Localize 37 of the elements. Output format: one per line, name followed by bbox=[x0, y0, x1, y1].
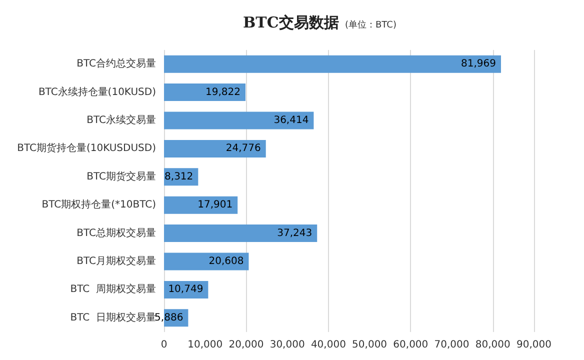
data-label: 81,969 bbox=[460, 58, 496, 70]
bar bbox=[164, 224, 318, 242]
data-label: 24,776 bbox=[226, 143, 261, 154]
data-label: 37,243 bbox=[277, 228, 312, 239]
bar bbox=[164, 112, 314, 130]
data-label: 19,822 bbox=[205, 86, 240, 98]
x-tick-label: 10,000 bbox=[188, 340, 223, 350]
bar bbox=[164, 84, 246, 102]
x-tick-label: 50,000 bbox=[352, 340, 388, 350]
x-tick-label: 30,000 bbox=[270, 340, 305, 350]
y-tick-label: BTC永续持仓量(10KUSD) bbox=[38, 86, 156, 98]
bar bbox=[164, 196, 238, 214]
y-tick-label: BTC 日期权交易量 bbox=[70, 311, 156, 324]
data-label: 20,608 bbox=[208, 256, 244, 267]
data-label: 8,312 bbox=[164, 171, 194, 182]
chart-title: BTC交易数据 bbox=[243, 14, 339, 32]
y-tick-label: BTC合约总交易量 bbox=[76, 58, 156, 70]
y-tick-label: BTC期货交易量 bbox=[86, 170, 156, 182]
x-tick-label: 70,000 bbox=[434, 340, 470, 350]
x-tick-label: 80,000 bbox=[475, 340, 510, 350]
x-tick-label: 20,000 bbox=[228, 340, 264, 350]
y-tick-label: BTC总期权交易量 bbox=[76, 226, 156, 239]
bar bbox=[164, 55, 501, 73]
y-tick-label: BTC 周期权交易量 bbox=[70, 283, 156, 296]
x-tick-label: 40,000 bbox=[310, 340, 346, 350]
y-tick-label: BTC期权持仓量(*10BTC) bbox=[42, 198, 156, 211]
x-tick-label: 90,000 bbox=[516, 340, 552, 350]
y-tick-label: BTC永续交易量 bbox=[86, 114, 156, 126]
data-label: 10,749 bbox=[168, 284, 204, 296]
data-label: 17,901 bbox=[198, 200, 233, 211]
chart-subtitle: (单位：BTC) bbox=[345, 20, 396, 30]
bar bbox=[164, 140, 266, 158]
y-tick-label: BTC期货持仓量(10KUSDUSD) bbox=[17, 142, 156, 154]
y-tick-label: BTC月期权交易量 bbox=[76, 255, 156, 267]
x-tick-label: 0 bbox=[160, 340, 168, 350]
data-label: 36,414 bbox=[274, 115, 309, 126]
x-tick-label: 60,000 bbox=[393, 340, 428, 350]
